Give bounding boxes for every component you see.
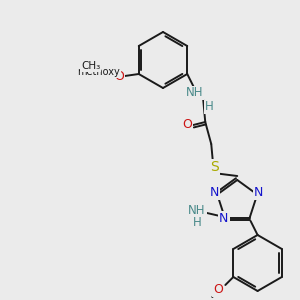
Text: CH₃: CH₃ bbox=[81, 61, 100, 71]
Text: O: O bbox=[213, 284, 223, 296]
Text: S: S bbox=[210, 160, 219, 174]
Text: N: N bbox=[210, 186, 219, 199]
Text: NH: NH bbox=[185, 86, 203, 100]
Text: H: H bbox=[205, 100, 214, 113]
Text: methoxy: methoxy bbox=[77, 67, 120, 77]
Text: O: O bbox=[182, 118, 192, 131]
Text: H: H bbox=[193, 217, 201, 230]
Text: N: N bbox=[254, 186, 263, 199]
Text: N: N bbox=[219, 212, 229, 226]
Text: O: O bbox=[114, 70, 124, 83]
Text: NH: NH bbox=[188, 205, 206, 218]
